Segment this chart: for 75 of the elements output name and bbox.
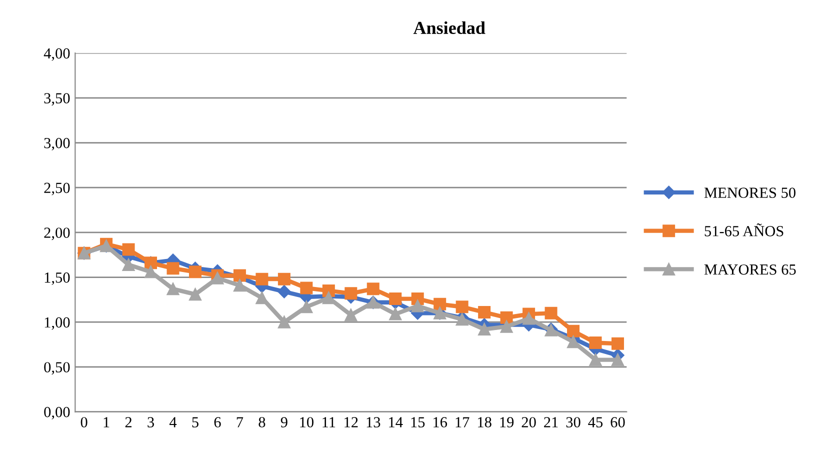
point [300,282,313,294]
point [611,337,624,350]
point [567,324,580,338]
point [166,282,180,296]
legend-label: MENORES 50 [704,188,796,198]
x-tick-label: 4 [169,417,177,428]
point [256,292,268,304]
y-tick-label: 4,00 [44,48,70,61]
y-tick-label: 2,50 [44,182,70,196]
x-tick-label: 14 [389,417,403,428]
y-tick-label: 2,00 [44,228,70,240]
chart-title: Ansiedad [413,21,486,34]
point [322,292,335,304]
x-tick-label: 7 [236,417,244,428]
x-tick-label: 15 [411,417,425,428]
x-tick-label: 3 [148,417,154,428]
point [411,300,424,312]
x-tick-label: 12 [344,417,358,428]
point [233,279,246,292]
point [278,285,291,298]
point [166,262,180,275]
point [122,243,135,256]
x-tick-label: 1 [104,417,110,428]
point [122,258,135,271]
x-tick-label: 30 [566,417,580,428]
point [233,269,246,282]
x-tick-label: 19 [500,417,514,428]
x-tick-label: 20 [522,417,536,428]
point [389,308,402,320]
point [278,272,290,286]
x-tick-label: 60 [610,417,625,428]
legend-label: MAYORES 65 [704,264,796,275]
point [589,354,602,366]
y-tick-label: 0,50 [44,362,70,375]
y-tick-label: 3,50 [44,93,70,106]
point [144,266,158,278]
x-tick-label: 6 [214,417,221,428]
x-tick-label: 21 [544,417,558,428]
point [256,272,268,286]
point [544,306,558,320]
x-tick-label: 2 [125,417,132,428]
point [611,354,624,366]
point [278,316,290,328]
point [478,306,491,318]
x-tick-label: 18 [478,417,492,428]
point [434,298,446,310]
point [389,292,402,306]
point [522,312,536,325]
y-tick-label: 3,00 [44,138,70,150]
x-tick-label: 5 [192,417,198,428]
point [478,323,491,336]
x-tick-label: 9 [280,417,288,428]
point [188,266,202,278]
point [366,282,380,296]
y-tick-label: 0,00 [44,406,70,420]
point [589,336,602,349]
point [344,308,358,322]
x-tick-label: 0 [80,417,88,428]
x-tick-label: 45 [588,417,603,428]
y-tick-label: 1,50 [44,272,70,285]
x-tick-label: 11 [322,417,336,428]
point [300,300,313,314]
point [211,272,224,284]
x-tick-label: 10 [300,417,314,428]
point [500,311,513,324]
y-tick-label: 1,00 [44,317,70,330]
x-tick-label: 13 [366,417,380,428]
point [344,287,358,300]
legend-label: 51-65 AÑOS [704,223,784,236]
point [188,288,202,301]
x-tick-label: 17 [456,417,470,428]
point [456,300,468,314]
x-tick-label: 16 [434,417,448,428]
x-tick-label: 8 [258,417,266,428]
point [500,320,513,333]
